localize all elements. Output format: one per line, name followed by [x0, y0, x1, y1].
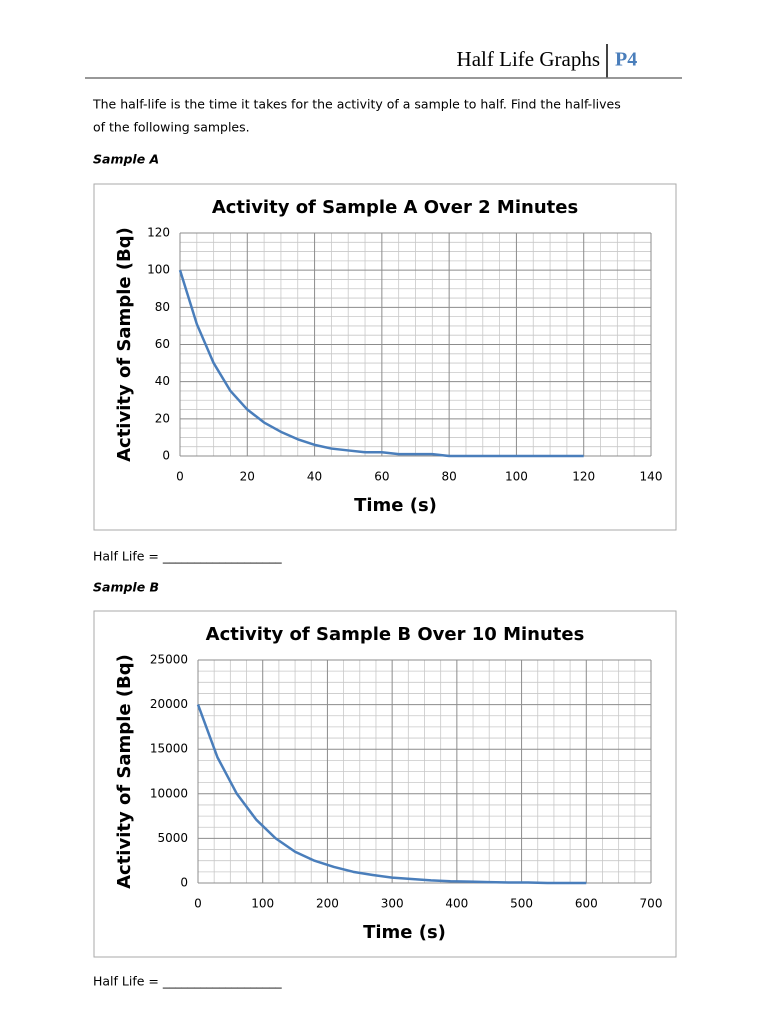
y-tick-label: 60	[155, 337, 170, 351]
x-tick-label: 100	[251, 897, 274, 911]
x-tick-label: 300	[381, 897, 404, 911]
y-tick-label: 80	[155, 300, 170, 314]
x-tick-label: 500	[510, 897, 533, 911]
y-tick-label: 20000	[150, 697, 188, 711]
x-tick-label: 400	[445, 897, 468, 911]
x-axis-label: Time (s)	[363, 922, 446, 943]
x-tick-label: 700	[640, 897, 663, 911]
data-line	[196, 704, 587, 885]
chart-frame	[93, 183, 677, 531]
chart-title: Activity of Sample A Over 2 Minutes	[212, 197, 578, 218]
x-tick-label: 20	[240, 470, 255, 484]
x-tick-label: 80	[442, 470, 457, 484]
x-tick-label: 120	[572, 470, 595, 484]
answer-prompt: Half Life = ___________________	[93, 974, 282, 989]
chart-title: Activity of Sample B Over 10 Minutes	[206, 624, 585, 645]
x-tick-label: 100	[505, 470, 528, 484]
y-tick-label: 0	[162, 449, 170, 463]
y-tick-label: 120	[147, 226, 170, 240]
y-tick-label: 15000	[150, 742, 188, 756]
x-tick-label: 40	[307, 470, 322, 484]
intro-line: of the following samples.	[93, 120, 250, 135]
y-tick-label: 20	[155, 411, 170, 425]
x-tick-label: 600	[575, 897, 598, 911]
x-tick-label: 140	[640, 470, 663, 484]
header-code: P4	[615, 49, 637, 71]
y-tick-label: 25000	[150, 653, 188, 667]
x-tick-label: 0	[194, 897, 202, 911]
answer-prompt: Half Life = ___________________	[93, 549, 282, 564]
x-axis-label: Time (s)	[354, 495, 437, 516]
chart-frame	[93, 610, 677, 958]
x-tick-label: 60	[374, 470, 389, 484]
y-tick-label: 40	[155, 374, 170, 388]
y-tick-label: 100	[147, 263, 170, 277]
y-tick-label: 5000	[157, 831, 188, 845]
intro-line: The half-life is the time it takes for t…	[92, 97, 621, 112]
y-axis-label: Activity of Sample (Bq)	[114, 227, 135, 462]
data-line	[178, 269, 584, 458]
y-axis-label: Activity of Sample (Bq)	[114, 654, 135, 889]
section-label: Sample B	[93, 580, 159, 595]
header-title: Half Life Graphs	[457, 47, 600, 71]
section-label: Sample A	[93, 152, 159, 167]
x-tick-label: 0	[176, 470, 184, 484]
y-tick-label: 0	[180, 876, 188, 890]
y-tick-label: 10000	[150, 786, 188, 800]
x-tick-label: 200	[316, 897, 339, 911]
